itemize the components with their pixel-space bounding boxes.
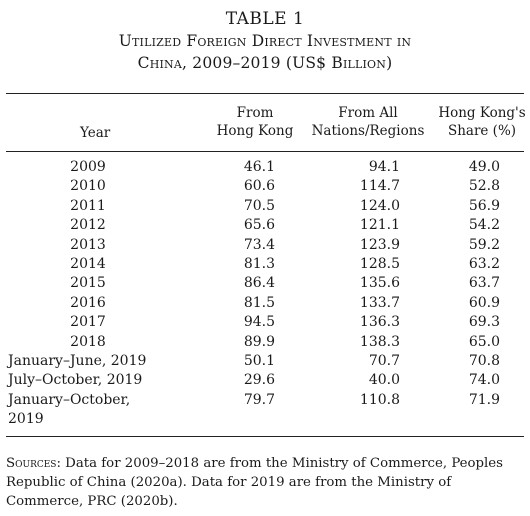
sources-label: Sources: <box>6 456 61 471</box>
cell-year: 2009 <box>70 159 106 175</box>
header-share-line-2: Share (%) <box>447 123 517 139</box>
cell-from-all-nations: 124.0 <box>359 197 400 214</box>
cell-from-all-nations: 94.1 <box>368 159 400 175</box>
table-row: 2013 73.4 123.9 59.2 <box>0 236 530 255</box>
cell-from-hong-kong: 60.6 <box>243 178 275 195</box>
table-row: 2018 89.9 138.3 65.0 <box>0 333 530 352</box>
cell-year: 2017 <box>70 314 106 331</box>
cell-hong-kong-share: 60.9 <box>468 294 500 311</box>
table-row: 2016 81.5 133.7 60.9 <box>0 294 530 313</box>
cell-from-all-nations: 136.3 <box>359 314 400 331</box>
cell-year: 2014 <box>70 255 106 272</box>
cell-year: 2012 <box>70 217 106 234</box>
bottom-rule <box>6 436 524 437</box>
cell-from-all-nations: 135.6 <box>359 275 400 292</box>
header-from-all-nations: From All Nations/Regions <box>308 104 428 140</box>
cell-from-hong-kong: 65.6 <box>243 217 275 234</box>
table-sources-note: Sources: Data for 2009–2018 are from the… <box>6 454 524 511</box>
cell-from-all-nations: 138.3 <box>359 333 400 350</box>
cell-year: 2010 <box>70 178 106 195</box>
table-row: January–October, 2019 79.7 110.8 71.9 <box>0 391 530 427</box>
cell-hong-kong-share: 49.0 <box>468 159 500 175</box>
header-hong-kong-share: Hong Kong's Share (%) <box>432 104 530 140</box>
header-all-line-2: Nations/Regions <box>311 123 425 139</box>
header-all-line-1: From All <box>338 105 398 121</box>
cell-hong-kong-share: 65.0 <box>468 333 500 350</box>
cell-year: 2016 <box>70 294 106 311</box>
cell-from-hong-kong: 70.5 <box>243 197 275 214</box>
table-row: 2011 70.5 124.0 56.9 <box>0 197 530 216</box>
cell-from-hong-kong: 94.5 <box>243 314 275 331</box>
table-caption-line-2: China, 2009–2019 (US$ Billion) <box>137 54 393 72</box>
cell-year: January–June, 2019 <box>8 352 147 369</box>
cell-from-all-nations: 123.9 <box>359 236 400 253</box>
cell-hong-kong-share: 74.0 <box>468 372 500 389</box>
table-title-block: TABLE 1 Utilized Foreign Direct Investme… <box>0 8 530 74</box>
cell-from-hong-kong: 46.1 <box>243 159 275 175</box>
table-row: 2012 65.6 121.1 54.2 <box>0 216 530 235</box>
table-row: 2009 46.1 94.1 49.0 <box>0 158 530 177</box>
cell-from-all-nations: 114.7 <box>359 178 400 195</box>
cell-from-all-nations: 128.5 <box>359 255 400 272</box>
cell-from-hong-kong: 86.4 <box>243 275 275 292</box>
cell-from-hong-kong: 73.4 <box>243 236 275 253</box>
cell-from-hong-kong: 81.3 <box>243 255 275 272</box>
cell-hong-kong-share: 63.7 <box>468 275 500 292</box>
table-row: 2014 81.3 128.5 63.2 <box>0 255 530 274</box>
table-row: 2010 60.6 114.7 52.8 <box>0 177 530 196</box>
header-rule <box>6 151 524 152</box>
cell-from-hong-kong: 79.7 <box>243 391 275 408</box>
table-body: 2009 46.1 94.1 49.0 2010 60.6 114.7 52.8 2011 70.… <box>0 158 530 427</box>
cell-year: 2015 <box>70 275 106 292</box>
cell-hong-kong-share: 52.8 <box>468 178 500 195</box>
cell-from-all-nations: 121.1 <box>359 217 400 234</box>
cell-hong-kong-share: 69.3 <box>468 314 500 331</box>
header-share-line-1: Hong Kong's <box>438 105 526 121</box>
top-rule <box>6 93 524 94</box>
cell-from-hong-kong: 50.1 <box>243 352 275 369</box>
table-row: July–October, 2019 29.6 40.0 74.0 <box>0 371 530 390</box>
cell-hong-kong-share: 59.2 <box>468 236 500 253</box>
table-number: TABLE 1 <box>225 9 305 29</box>
cell-hong-kong-share: 63.2 <box>468 255 500 272</box>
cell-year: July–October, 2019 <box>8 372 143 389</box>
cell-hong-kong-share: 54.2 <box>468 217 500 234</box>
cell-year: 2011 <box>70 197 106 214</box>
header-hk-line-1: From <box>236 105 274 121</box>
cell-from-all-nations: 40.0 <box>368 372 400 389</box>
header-hk-line-2: Hong Kong <box>216 123 294 139</box>
cell-from-hong-kong: 89.9 <box>243 333 275 350</box>
cell-from-hong-kong: 29.6 <box>243 372 275 389</box>
cell-from-all-nations: 70.7 <box>368 352 400 369</box>
sources-text: Data for 2009–2018 are from the Ministry… <box>6 456 504 509</box>
cell-from-all-nations: 133.7 <box>359 294 400 311</box>
header-year: Year <box>80 125 111 141</box>
cell-year: 2013 <box>70 236 106 253</box>
table-row: 2017 94.5 136.3 69.3 <box>0 313 530 332</box>
table-row: 2015 86.4 135.6 63.7 <box>0 274 530 293</box>
cell-year: January–October, 2019 <box>8 391 131 428</box>
cell-from-hong-kong: 81.5 <box>243 294 275 311</box>
cell-hong-kong-share: 56.9 <box>468 197 500 214</box>
header-from-hong-kong: From Hong Kong <box>200 104 310 140</box>
table-row: January–June, 2019 50.1 70.7 70.8 <box>0 352 530 371</box>
cell-from-all-nations: 110.8 <box>359 391 400 408</box>
cell-hong-kong-share: 70.8 <box>468 352 500 369</box>
cell-year: 2018 <box>70 333 106 350</box>
table-caption-line-1: Utilized Foreign Direct Investment in <box>118 32 412 50</box>
cell-hong-kong-share: 71.9 <box>468 391 500 408</box>
